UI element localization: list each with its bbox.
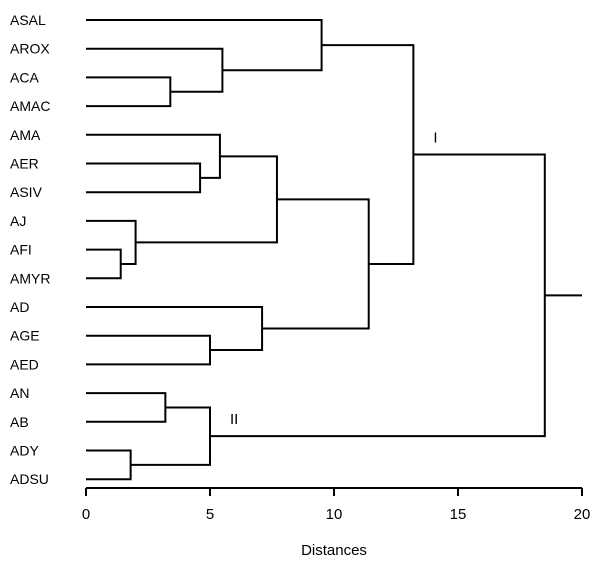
link-c2: [86, 47, 224, 93]
x-axis-title: Distances: [301, 542, 367, 559]
leaf-label: AMA: [10, 127, 41, 143]
leaf-label: ACA: [10, 69, 39, 85]
link-c15: [130, 406, 211, 466]
link-c6: [86, 248, 122, 280]
leaf-label: AGE: [10, 328, 40, 344]
cluster-label: II: [230, 411, 238, 428]
link-c7: [86, 219, 137, 265]
link-c13: [86, 392, 167, 423]
leaf-labels: ASAL AROX ACA AMAC AMA AER ASIV AJ AFI AMYR AD AGE A…: [10, 12, 50, 487]
leaf-label: ASAL: [10, 12, 46, 28]
x-tick-label: 20: [574, 506, 590, 523]
link-c14: [86, 449, 132, 481]
link-c4: [86, 162, 202, 194]
cluster-labels: III: [230, 130, 438, 429]
link-c10: [86, 306, 264, 352]
leaf-label: AJ: [10, 213, 26, 229]
link-c3: [86, 19, 323, 72]
leaf-label: ADY: [10, 443, 39, 459]
link-c8: [135, 155, 278, 244]
leaf-label: AB: [10, 414, 29, 430]
link-c9: [86, 334, 211, 366]
x-tick-label: 15: [450, 506, 467, 523]
leaf-label: AER: [10, 156, 39, 172]
link-c11: [262, 198, 370, 330]
link-c12: [321, 44, 415, 265]
leaf-label: AMAC: [10, 98, 50, 114]
leaf-label: AFI: [10, 242, 32, 258]
leaf-label: ADSU: [10, 471, 49, 487]
cluster-label: I: [433, 130, 437, 147]
x-tick-label: 0: [82, 506, 90, 523]
leaf-label: AN: [10, 385, 29, 401]
leaf-label: ASIV: [10, 184, 43, 200]
link-c16: [210, 153, 546, 438]
link-c1: [86, 76, 172, 108]
x-tick-label: 5: [206, 506, 214, 523]
leaf-label: AROX: [10, 41, 50, 57]
dendrogram-links: [86, 19, 582, 481]
leaf-label: AD: [10, 299, 29, 315]
leaf-label: AMYR: [10, 270, 50, 286]
x-tick-label: 10: [326, 506, 343, 523]
x-axis: 0 5 10 15 20: [82, 487, 590, 523]
leaf-label: AED: [10, 356, 39, 372]
